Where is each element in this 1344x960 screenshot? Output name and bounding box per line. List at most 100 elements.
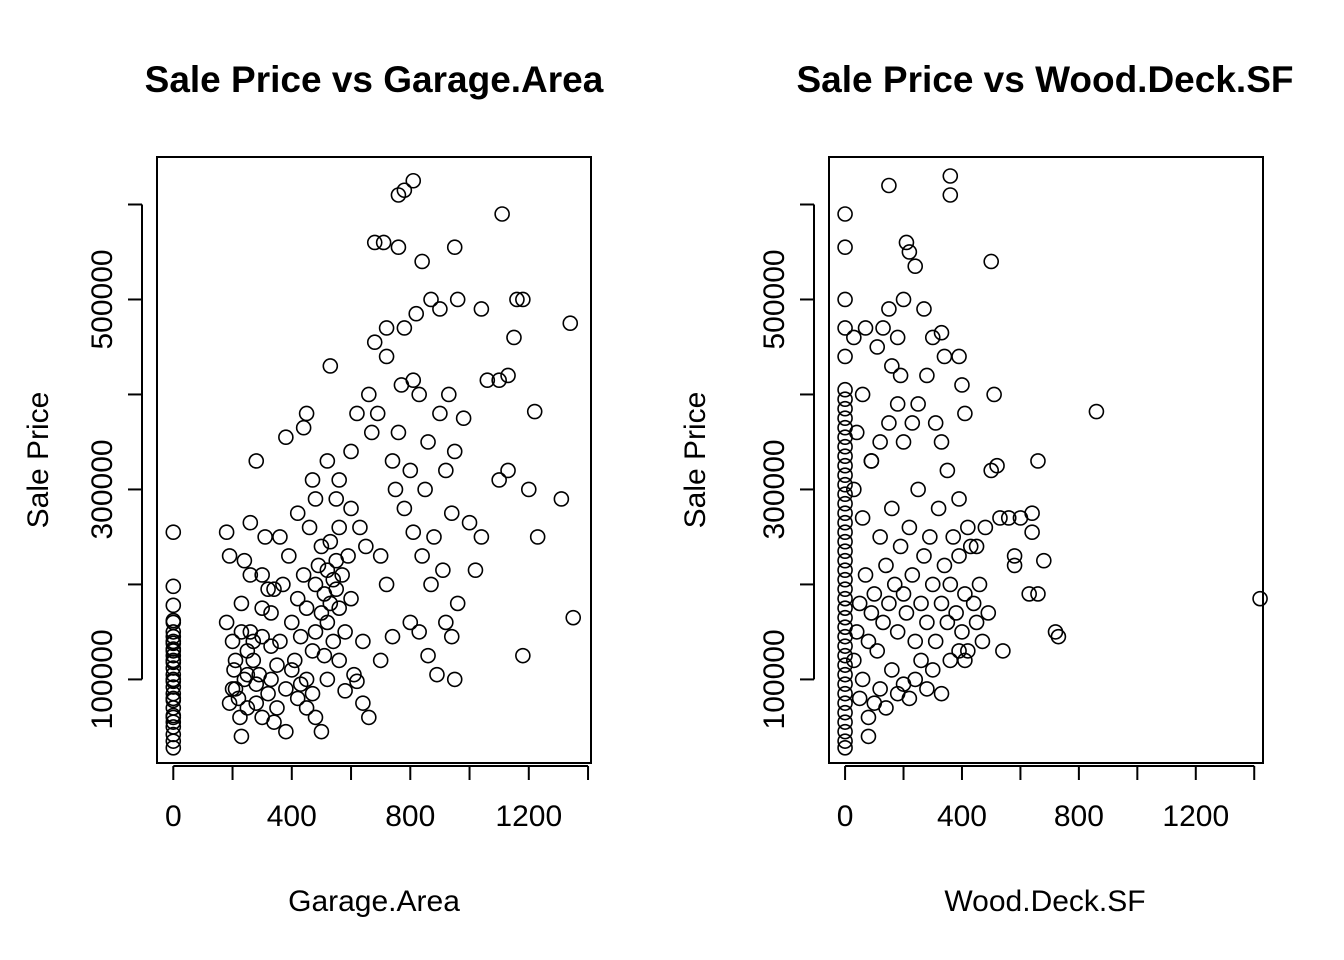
data-point <box>366 334 383 351</box>
data-point <box>420 434 436 450</box>
x-tick-label: 0 <box>837 800 854 833</box>
data-point <box>889 396 906 412</box>
x-axis: 0 400 800 1200 <box>837 765 1256 833</box>
data-point <box>165 726 182 743</box>
data-point <box>165 671 182 688</box>
data-point <box>266 581 282 597</box>
data-point <box>927 415 944 431</box>
data-point <box>1024 524 1040 540</box>
data-point <box>227 681 244 697</box>
data-point <box>916 301 932 317</box>
data-point <box>907 671 924 688</box>
data-point <box>500 367 516 384</box>
data-point <box>995 643 1011 659</box>
data-point <box>837 638 853 654</box>
data-point <box>892 538 909 555</box>
data-point <box>307 709 324 726</box>
data-point <box>432 301 448 317</box>
data-point <box>165 578 182 595</box>
data-point <box>837 543 853 559</box>
data-point <box>361 709 377 726</box>
data-point <box>924 329 941 346</box>
data-point <box>343 590 359 607</box>
data-point <box>328 491 345 507</box>
data-point <box>405 372 422 389</box>
data-point <box>494 206 510 222</box>
data-point <box>426 529 442 545</box>
data-point <box>283 662 300 678</box>
data-point <box>520 481 537 498</box>
data-point <box>837 552 853 569</box>
data-point <box>919 614 935 631</box>
data-point <box>423 576 439 593</box>
data-point <box>957 405 973 422</box>
data-point <box>221 695 238 711</box>
x-axis: 0 400 800 1200 <box>165 765 590 833</box>
y-tick-label: 300000 <box>86 439 119 539</box>
data-point <box>165 652 182 669</box>
data-point <box>846 652 862 669</box>
data-point <box>331 472 347 488</box>
data-point <box>869 339 886 355</box>
data-point <box>837 714 853 730</box>
data-point <box>343 443 359 460</box>
data-point <box>441 386 457 403</box>
data-point <box>319 614 336 631</box>
data-point <box>968 538 985 555</box>
data-point <box>423 291 439 308</box>
data-point <box>467 562 484 578</box>
data-point <box>1088 403 1105 420</box>
data-point <box>438 462 454 479</box>
data-point <box>319 671 336 688</box>
data-point <box>837 448 853 465</box>
data-point <box>848 424 865 441</box>
data-point <box>857 567 874 583</box>
data-point <box>986 386 1002 403</box>
data-point <box>892 367 909 384</box>
data-point <box>307 624 324 640</box>
data-point <box>165 524 182 540</box>
data-point <box>1006 557 1023 574</box>
data-point <box>910 396 926 412</box>
data-point <box>278 429 294 446</box>
data-point <box>218 524 235 540</box>
data-point <box>366 234 383 251</box>
data-point <box>954 377 970 393</box>
data-point <box>1006 548 1023 564</box>
data-point <box>165 719 182 735</box>
data-point <box>895 291 912 308</box>
data-point <box>904 415 921 431</box>
data-point <box>260 581 276 597</box>
data-point <box>904 567 921 583</box>
data-point <box>352 519 368 536</box>
data-point <box>343 500 359 517</box>
data-point <box>402 462 419 479</box>
data-point <box>408 305 425 322</box>
data-point <box>506 329 522 346</box>
data-point <box>872 529 888 545</box>
data-point <box>884 500 900 517</box>
data-point <box>269 657 285 673</box>
data-point <box>248 453 265 469</box>
data-point <box>334 567 350 583</box>
data-point <box>924 662 941 678</box>
y-tick-label: 500000 <box>758 249 791 349</box>
data-point <box>355 695 371 711</box>
data-point <box>562 315 579 332</box>
data-point <box>875 320 891 336</box>
data-point <box>901 690 918 707</box>
data-point <box>289 690 306 707</box>
x-tick-label: 1200 <box>1162 800 1229 833</box>
data-point <box>278 681 294 697</box>
data-point <box>863 605 880 621</box>
data-point <box>221 548 238 564</box>
data-point <box>529 529 546 545</box>
data-point <box>992 510 1008 526</box>
data-point <box>239 700 256 716</box>
data-point <box>248 676 265 692</box>
data-point <box>446 671 463 688</box>
data-point <box>837 657 853 673</box>
data-point <box>837 486 853 502</box>
data-point <box>936 348 953 365</box>
plot-frame <box>828 156 1264 764</box>
